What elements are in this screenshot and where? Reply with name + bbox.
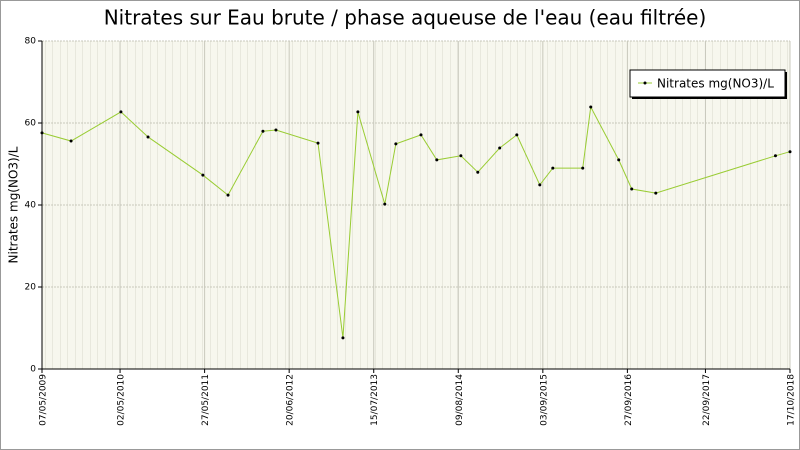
data-point <box>119 110 123 114</box>
x-tick-label: 20/06/2012 <box>286 374 296 426</box>
y-tick-label: 20 <box>25 283 37 293</box>
data-point <box>226 193 230 197</box>
data-point <box>383 202 387 206</box>
x-tick-label: 27/05/2011 <box>201 374 211 426</box>
y-axis-label: Nitrates mg(NO3)/L <box>7 146 21 263</box>
legend-marker <box>643 81 647 85</box>
data-point <box>581 166 585 170</box>
data-point <box>356 110 360 114</box>
data-point <box>261 129 265 133</box>
legend-box <box>629 69 786 98</box>
data-point <box>419 133 423 137</box>
legend: Nitrates mg(NO3)/L <box>629 69 787 99</box>
data-point <box>341 336 345 340</box>
data-line <box>41 105 791 338</box>
data-point <box>589 105 593 109</box>
data-point <box>498 146 502 150</box>
x-tick-label: 03/09/2015 <box>539 374 549 426</box>
x-tick-label: 09/08/2014 <box>455 374 465 426</box>
y-tick-label: 0 <box>30 365 36 375</box>
data-point <box>316 141 320 145</box>
data-point <box>654 191 658 195</box>
y-tick-label: 60 <box>25 119 37 129</box>
x-tick-label: 07/05/2009 <box>39 374 49 426</box>
x-tick-label: 02/05/2010 <box>117 374 127 426</box>
data-point <box>476 170 480 174</box>
legend-text: Nitrates mg(NO3)/L <box>657 77 774 91</box>
data-point <box>630 187 634 191</box>
data-point <box>435 158 439 162</box>
y-tick-label: 80 <box>25 37 37 47</box>
data-point <box>69 139 73 143</box>
data-point <box>394 142 398 146</box>
data-point <box>201 173 205 177</box>
x-tick-label: 27/09/2016 <box>624 374 634 426</box>
data-point <box>773 154 777 158</box>
data-point <box>551 166 555 170</box>
data-point <box>40 131 44 135</box>
data-point <box>459 154 463 158</box>
data-point <box>617 158 621 162</box>
data-point <box>788 150 792 154</box>
chart-title: Nitrates sur Eau brute / phase aqueuse d… <box>104 6 707 30</box>
x-tick-label: 17/10/2018 <box>787 374 797 426</box>
data-point <box>274 128 278 132</box>
x-tick-label: 22/09/2017 <box>702 374 712 426</box>
data-point <box>515 133 519 137</box>
data-point <box>538 183 542 187</box>
plot-layer: 0 20 40 60 80 07/05/2009 02/05/2010 27/05/2011 2… <box>25 37 797 426</box>
data-point <box>146 135 150 139</box>
y-tick-label: 40 <box>25 201 37 211</box>
x-tick-label: 15/07/2013 <box>370 374 380 426</box>
